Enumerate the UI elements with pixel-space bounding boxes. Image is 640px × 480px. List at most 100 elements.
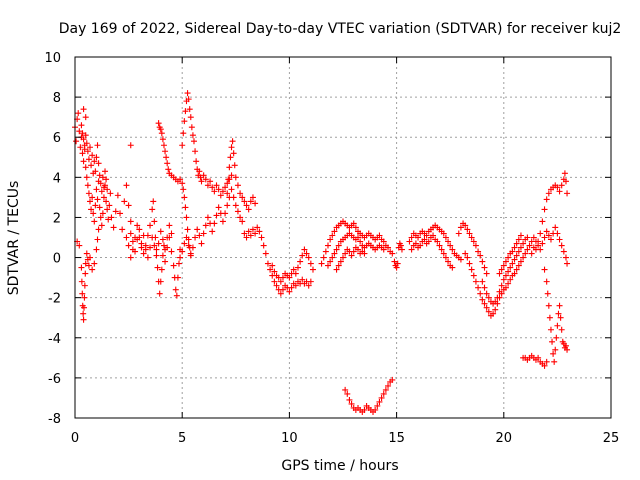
series-mid-cluster-a — [123, 198, 184, 299]
data-point — [231, 162, 238, 169]
data-point — [108, 214, 115, 221]
data-point — [511, 270, 518, 277]
data-point — [507, 276, 514, 283]
series-dip-19-20-c — [496, 232, 524, 277]
data-point — [93, 186, 100, 193]
data-point — [546, 314, 553, 321]
data-point — [262, 250, 269, 257]
data-point — [256, 228, 263, 235]
data-point — [335, 242, 342, 249]
data-point — [123, 182, 130, 189]
data-point — [215, 186, 222, 193]
data-point — [110, 224, 117, 231]
data-point — [380, 390, 387, 397]
data-point — [136, 234, 143, 241]
data-point — [477, 290, 484, 297]
data-point — [440, 250, 447, 257]
series-low-21 — [520, 352, 550, 369]
data-point — [182, 204, 189, 211]
data-point — [457, 256, 464, 263]
data-point — [513, 266, 520, 273]
x-tick-label: 25 — [603, 431, 620, 446]
data-point — [483, 270, 490, 277]
data-point — [99, 210, 106, 217]
data-point — [342, 386, 349, 393]
data-point — [80, 158, 87, 165]
data-point — [537, 246, 544, 253]
data-point — [553, 334, 560, 341]
data-point — [82, 114, 89, 121]
data-point — [121, 198, 128, 205]
data-point — [475, 248, 482, 255]
data-point — [290, 266, 297, 273]
y-tick-label: -8 — [48, 412, 61, 427]
data-point — [376, 398, 383, 405]
data-point — [96, 204, 103, 211]
data-point — [180, 186, 187, 193]
data-point — [179, 248, 186, 255]
data-point — [93, 246, 100, 253]
data-point — [73, 138, 80, 145]
data-point — [273, 282, 280, 289]
data-point — [222, 184, 229, 191]
data-point — [234, 182, 241, 189]
data-point — [462, 250, 469, 257]
data-point — [99, 174, 106, 181]
data-point — [320, 254, 327, 261]
data-point — [350, 248, 357, 255]
data-point — [164, 234, 171, 241]
data-point — [170, 262, 177, 269]
data-point — [520, 240, 527, 247]
data-point — [537, 230, 544, 237]
data-point — [277, 278, 284, 285]
data-point — [554, 184, 561, 191]
data-point — [556, 302, 563, 309]
data-point — [513, 252, 520, 259]
data-point — [327, 236, 334, 243]
data-point — [286, 274, 293, 281]
series-seg-17-18 — [455, 220, 490, 277]
data-point — [112, 208, 119, 215]
data-point — [303, 250, 310, 257]
data-point — [539, 218, 546, 225]
data-point — [198, 240, 205, 247]
data-point — [91, 218, 98, 225]
data-point — [182, 108, 189, 115]
data-point — [103, 198, 110, 205]
data-point — [127, 230, 134, 237]
data-point — [100, 194, 107, 201]
data-point — [94, 142, 101, 149]
data-point — [136, 226, 143, 233]
data-point — [509, 260, 516, 267]
data-point — [348, 252, 355, 259]
data-point — [188, 124, 195, 131]
series-spike-7 — [224, 138, 259, 213]
data-point — [324, 262, 331, 269]
data-point — [297, 258, 304, 265]
data-point — [260, 242, 267, 249]
data-point — [498, 282, 505, 289]
data-point — [96, 172, 103, 179]
series-seg-15 — [391, 240, 405, 271]
data-point — [83, 140, 90, 147]
data-point — [94, 236, 101, 243]
data-point — [494, 294, 501, 301]
data-point — [197, 174, 204, 181]
data-point — [466, 260, 473, 267]
data-point — [185, 96, 192, 103]
data-point — [91, 158, 98, 165]
plot-frame — [74, 56, 612, 419]
data-point — [163, 154, 170, 161]
data-point — [83, 250, 90, 257]
data-point — [558, 326, 565, 333]
data-point — [82, 270, 89, 277]
data-point — [174, 274, 181, 281]
data-point — [472, 278, 479, 285]
data-point — [127, 218, 134, 225]
grid — [75, 57, 611, 418]
data-point — [192, 148, 199, 155]
data-point — [158, 266, 165, 273]
data-point — [180, 130, 187, 137]
data-point — [119, 226, 126, 233]
data-point — [258, 234, 265, 241]
